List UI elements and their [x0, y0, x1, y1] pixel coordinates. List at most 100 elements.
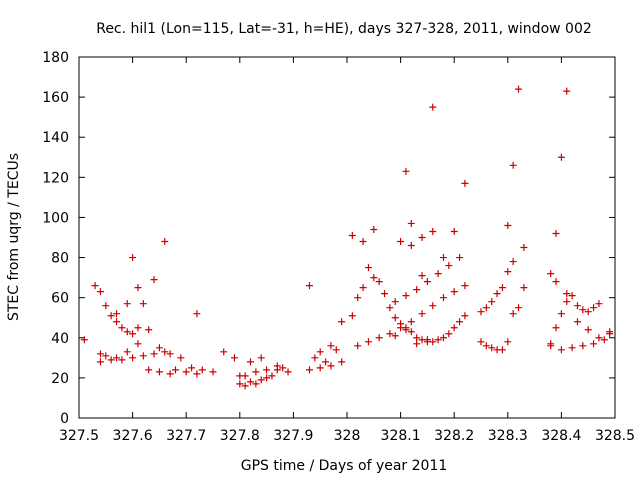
data-point — [198, 366, 206, 374]
data-point — [155, 344, 163, 352]
data-point — [145, 326, 153, 334]
data-point — [429, 227, 437, 235]
data-point — [155, 368, 163, 376]
data-point — [563, 290, 571, 298]
data-point — [504, 338, 512, 346]
data-point — [123, 300, 131, 308]
data-point — [568, 344, 576, 352]
data-point — [547, 342, 555, 350]
data-point — [493, 290, 501, 298]
x-tick-label: 328.1 — [381, 428, 421, 444]
data-point — [595, 334, 603, 342]
data-point — [193, 370, 201, 378]
data-point — [381, 290, 389, 298]
data-point — [327, 342, 335, 350]
data-point — [557, 310, 565, 318]
data-point — [359, 284, 367, 292]
data-point — [220, 348, 228, 356]
data-point — [482, 304, 490, 312]
data-point — [354, 294, 362, 302]
data-point — [429, 103, 437, 111]
data-point — [247, 358, 255, 366]
x-tick-label: 327.9 — [273, 428, 313, 444]
data-point — [584, 308, 592, 316]
data-point — [456, 318, 464, 326]
y-tick-label: 20 — [51, 371, 69, 387]
data-point — [418, 310, 426, 318]
data-point — [375, 278, 383, 286]
data-point — [161, 348, 169, 356]
data-point — [547, 270, 555, 278]
y-tick-label: 140 — [42, 130, 69, 146]
data-point — [407, 242, 415, 250]
data-point — [595, 300, 603, 308]
data-point — [107, 356, 115, 364]
x-tick-label: 327.8 — [220, 428, 260, 444]
data-point — [579, 306, 587, 314]
data-point — [268, 372, 276, 380]
data-point — [209, 368, 217, 376]
y-axis: 0 20 40 60 80 100 120 140 160 180 — [42, 50, 615, 427]
data-point — [439, 294, 447, 302]
data-point — [236, 372, 244, 380]
data-point — [129, 330, 137, 338]
data-point — [113, 310, 121, 318]
data-point — [263, 366, 271, 374]
x-tick-label: 327.5 — [59, 428, 99, 444]
data-point — [386, 330, 394, 338]
data-point — [509, 258, 517, 266]
chart-title: Rec. hil1 (Lon=115, Lat=-31, h=HE), days… — [96, 21, 592, 37]
data-point — [445, 330, 453, 338]
x-tick-label: 327.6 — [113, 428, 153, 444]
data-point — [498, 346, 506, 354]
data-point — [504, 268, 512, 276]
data-point — [316, 348, 324, 356]
data-point — [445, 262, 453, 270]
data-point — [429, 302, 437, 310]
data-point — [397, 238, 405, 246]
data-point — [364, 338, 372, 346]
data-point — [359, 238, 367, 246]
data-point — [364, 264, 372, 272]
data-point — [456, 254, 464, 262]
x-axis-label: GPS time / Days of year 2011 — [241, 458, 448, 474]
data-point — [102, 352, 110, 360]
data-point — [161, 238, 169, 246]
data-point — [338, 318, 346, 326]
data-point — [407, 318, 415, 326]
data-point — [552, 278, 560, 286]
data-point — [557, 346, 565, 354]
data-point — [450, 227, 458, 235]
data-point — [375, 334, 383, 342]
data-point — [305, 282, 313, 290]
data-point — [129, 354, 137, 362]
data-point — [134, 284, 142, 292]
data-point — [413, 340, 421, 348]
data-point — [386, 304, 394, 312]
data-point — [606, 328, 614, 336]
data-point — [504, 221, 512, 229]
data-point — [279, 364, 287, 372]
data-point — [423, 336, 431, 344]
data-point — [96, 358, 104, 366]
data-point — [488, 344, 496, 352]
data-point — [150, 276, 158, 284]
y-tick-label: 60 — [51, 291, 69, 307]
data-point — [80, 336, 88, 344]
x-tick-label: 328 — [334, 428, 361, 444]
data-point — [590, 340, 598, 348]
data-point — [498, 284, 506, 292]
data-point — [407, 219, 415, 227]
y-tick-label: 160 — [42, 90, 69, 106]
data-points — [80, 85, 614, 390]
data-point — [552, 324, 560, 332]
data-point — [434, 336, 442, 344]
data-point — [370, 225, 378, 233]
data-point — [177, 354, 185, 362]
data-point — [439, 334, 447, 342]
y-tick-label: 0 — [60, 411, 69, 427]
data-point — [150, 350, 158, 358]
data-point — [563, 298, 571, 306]
data-point — [413, 286, 421, 294]
